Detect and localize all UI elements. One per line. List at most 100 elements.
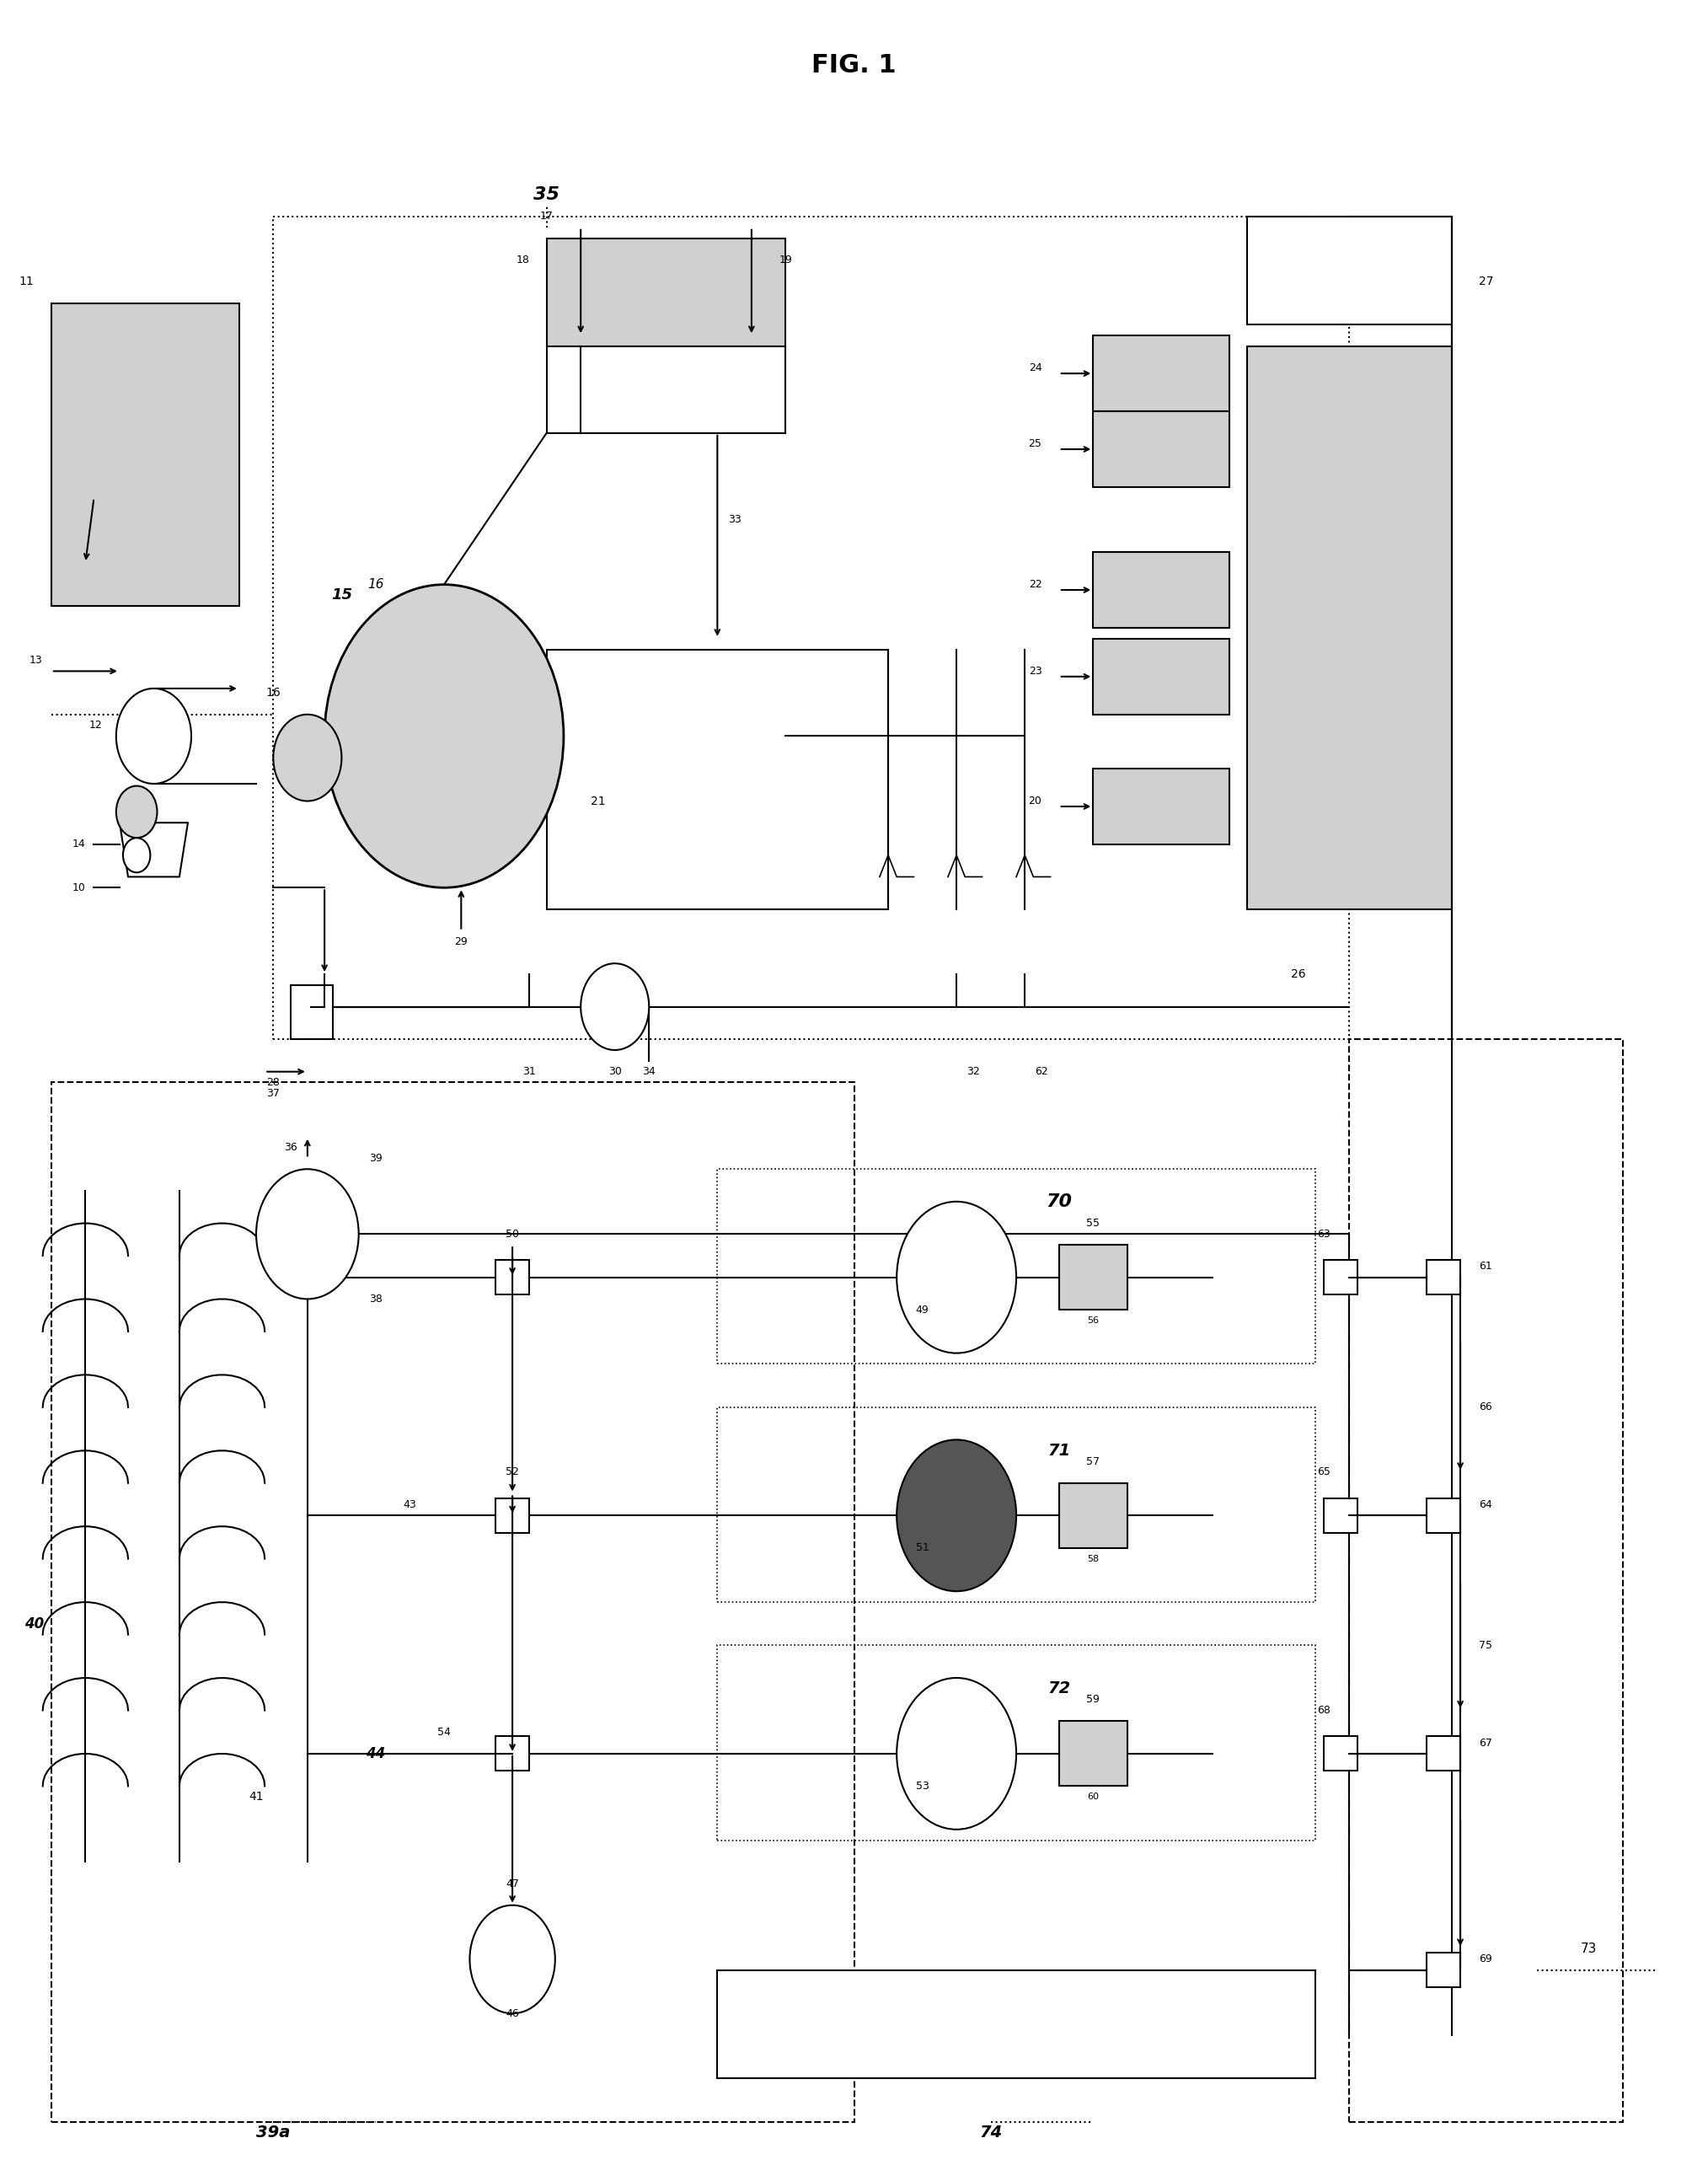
Bar	[495, 1498, 529, 1533]
Text: 13: 13	[29, 654, 43, 667]
Text: 21: 21	[591, 795, 605, 808]
Circle shape	[123, 838, 150, 872]
Bar	[547, 650, 888, 909]
Text: 58: 58	[1088, 1554, 1098, 1563]
Text: 66: 66	[1479, 1401, 1493, 1414]
Text: 22: 22	[1028, 578, 1042, 591]
Text: 34: 34	[642, 1065, 656, 1078]
Text: 39: 39	[369, 1152, 383, 1165]
Text: 55: 55	[1086, 1217, 1100, 1230]
Bar	[1059, 1245, 1127, 1310]
Bar	[51, 303, 239, 606]
Text: 31: 31	[523, 1065, 536, 1078]
Bar	[547, 238, 786, 346]
Circle shape	[897, 1440, 1016, 1591]
Text: 54: 54	[437, 1726, 451, 1738]
Text: 40: 40	[24, 1615, 44, 1632]
Bar	[717, 1169, 1315, 1364]
Bar	[1093, 552, 1230, 628]
Text: 74: 74	[979, 2124, 1003, 2141]
Text: 26: 26	[1291, 968, 1305, 981]
Text: 20: 20	[1028, 795, 1042, 808]
Text: 53: 53	[915, 1780, 929, 1793]
Text: 61: 61	[1479, 1260, 1493, 1273]
Bar	[495, 1260, 529, 1295]
Bar	[1349, 1039, 1623, 2122]
Text: 63: 63	[1317, 1228, 1331, 1241]
Circle shape	[897, 1202, 1016, 1353]
Text: 41: 41	[249, 1790, 263, 1803]
Text: 56: 56	[1088, 1316, 1098, 1325]
Text: 36: 36	[284, 1141, 297, 1154]
Text: 49: 49	[915, 1303, 929, 1316]
Circle shape	[325, 585, 564, 888]
Text: 11: 11	[19, 275, 34, 288]
Text: 44: 44	[366, 1745, 386, 1762]
Text: 15: 15	[331, 587, 352, 604]
Text: 24: 24	[1028, 362, 1042, 375]
Text: 51: 51	[915, 1541, 929, 1554]
Circle shape	[116, 786, 157, 838]
Bar	[1324, 1260, 1358, 1295]
Text: 57: 57	[1086, 1455, 1100, 1468]
Circle shape	[116, 688, 191, 784]
Text: 46: 46	[506, 2007, 519, 2020]
Bar	[1324, 1498, 1358, 1533]
Bar	[1093, 769, 1230, 844]
Text: 60: 60	[1088, 1793, 1098, 1801]
Bar	[717, 1407, 1315, 1602]
Text: FIG. 1: FIG. 1	[811, 52, 897, 78]
Bar	[495, 1736, 529, 1771]
Text: 30: 30	[608, 1065, 622, 1078]
Text: 38: 38	[369, 1293, 383, 1305]
Bar	[1426, 1498, 1460, 1533]
Text: 17: 17	[540, 210, 553, 223]
Circle shape	[256, 1169, 359, 1299]
Text: 62: 62	[1035, 1065, 1049, 1078]
Bar	[1093, 411, 1230, 487]
Bar	[1059, 1721, 1127, 1786]
Text: 67: 67	[1479, 1736, 1493, 1749]
Text: 37: 37	[266, 1087, 280, 1100]
Bar	[1247, 217, 1452, 325]
Text: 14: 14	[72, 838, 85, 851]
Bar	[1093, 639, 1230, 714]
Text: 39a: 39a	[256, 2124, 290, 2141]
Circle shape	[470, 1905, 555, 2013]
Text: 25: 25	[1028, 437, 1042, 450]
Text: 12: 12	[89, 719, 102, 732]
Bar	[1247, 346, 1452, 909]
Text: 47: 47	[506, 1877, 519, 1890]
Text: 73: 73	[1580, 1942, 1597, 1955]
Bar	[1059, 1483, 1127, 1548]
Text: 35: 35	[533, 186, 560, 204]
Text: 68: 68	[1317, 1704, 1331, 1717]
Bar	[717, 1645, 1315, 1840]
Text: 16: 16	[367, 578, 384, 591]
Text: 10: 10	[72, 881, 85, 894]
Circle shape	[581, 963, 649, 1050]
Text: 23: 23	[1028, 665, 1042, 678]
Text: 19: 19	[779, 253, 793, 266]
Text: 27: 27	[1479, 275, 1493, 288]
Bar	[1426, 1953, 1460, 1987]
Text: 16: 16	[266, 686, 280, 699]
Text: 69: 69	[1479, 1953, 1493, 1966]
Text: 43: 43	[403, 1498, 417, 1511]
Text: 18: 18	[516, 253, 529, 266]
Bar	[51, 1082, 854, 2122]
Text: 52: 52	[506, 1466, 519, 1479]
Text: 50: 50	[506, 1228, 519, 1241]
Bar	[1426, 1260, 1460, 1295]
Bar	[290, 985, 333, 1039]
Circle shape	[273, 714, 342, 801]
Text: 28: 28	[266, 1076, 280, 1089]
Text: 65: 65	[1317, 1466, 1331, 1479]
Text: 71: 71	[1047, 1442, 1071, 1459]
Text: 29: 29	[454, 935, 468, 948]
Text: 59: 59	[1086, 1693, 1100, 1706]
Text: 64: 64	[1479, 1498, 1493, 1511]
Circle shape	[897, 1678, 1016, 1829]
Text: 70: 70	[1045, 1193, 1073, 1210]
Text: 72: 72	[1047, 1680, 1071, 1697]
